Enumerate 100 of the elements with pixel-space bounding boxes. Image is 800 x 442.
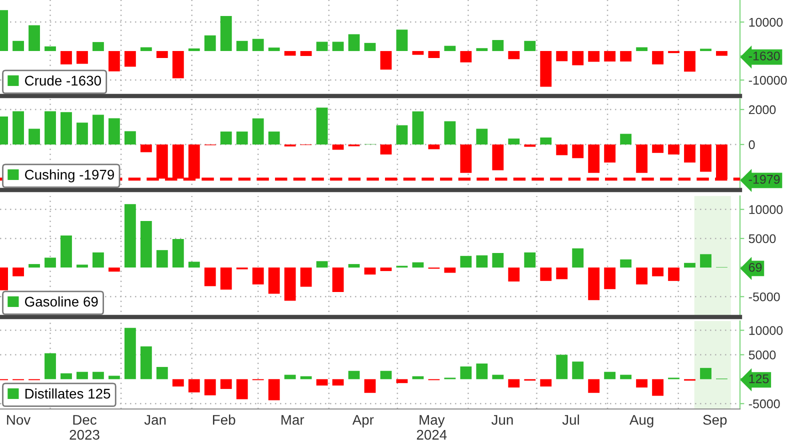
bar <box>636 144 648 173</box>
bar <box>28 264 40 268</box>
bar <box>316 261 328 268</box>
bar <box>284 51 296 56</box>
bar <box>620 51 632 62</box>
y-tick-label: -1630 <box>748 52 780 60</box>
bar <box>156 250 168 268</box>
bar <box>540 51 552 87</box>
bar <box>188 48 200 52</box>
bar <box>220 16 232 52</box>
bar <box>12 111 24 144</box>
bar <box>684 51 696 72</box>
bar <box>476 364 488 380</box>
bar <box>428 51 440 58</box>
x-tick-label: Dec 2023 <box>70 415 100 440</box>
bar <box>44 46 56 52</box>
bar <box>636 47 648 52</box>
bar <box>316 42 328 52</box>
legend-label: Gasoline 69 <box>25 296 98 307</box>
bar <box>652 379 664 396</box>
x-tick-label: Mar <box>282 415 304 425</box>
bar <box>412 111 424 144</box>
y-tick-label: 5000 <box>748 234 776 244</box>
bar <box>268 379 280 400</box>
y-tick-label: 10000 <box>749 205 783 214</box>
bar <box>540 268 552 281</box>
bar <box>396 379 408 384</box>
bar <box>652 51 664 64</box>
bar <box>556 51 568 62</box>
series-label: Distillates 125 <box>25 388 110 399</box>
bar <box>236 40 248 52</box>
bar <box>156 366 168 380</box>
bar <box>108 268 120 272</box>
bar <box>252 118 264 144</box>
bar <box>124 131 136 144</box>
bar <box>636 379 648 388</box>
bar <box>92 42 104 52</box>
bar <box>76 372 88 380</box>
x-tick-label: Jun <box>491 415 513 425</box>
y-tick-label: -10000 <box>748 76 787 85</box>
bar <box>124 51 136 67</box>
bar <box>588 268 600 300</box>
bar <box>172 51 184 78</box>
bar <box>348 34 360 52</box>
y-tick-label: -5000 <box>748 292 780 302</box>
bar <box>108 118 120 144</box>
y-tick-label: 2000 <box>748 105 776 114</box>
bar <box>172 379 184 387</box>
bar <box>220 132 232 144</box>
x-tick-label: Feb <box>213 414 236 425</box>
bar <box>268 132 280 144</box>
bar <box>60 112 72 144</box>
bar <box>348 370 360 380</box>
bar <box>236 379 248 400</box>
bar <box>524 40 536 52</box>
x-tick-label: Sep <box>703 414 727 428</box>
bar <box>588 51 600 62</box>
bar <box>76 264 88 268</box>
y-tick-label: -5000 <box>748 399 780 408</box>
bar <box>428 144 440 150</box>
bar <box>540 138 552 144</box>
bar <box>28 128 40 144</box>
bar <box>620 259 632 268</box>
bar <box>412 51 424 55</box>
bar <box>444 121 456 144</box>
bar <box>204 268 216 286</box>
x-tick-label: Jul <box>562 414 579 425</box>
bar <box>652 144 664 153</box>
bar <box>268 268 280 294</box>
bar <box>364 268 376 275</box>
bar <box>604 372 616 380</box>
y-tick-label: 5000 <box>748 350 776 360</box>
bar <box>652 268 664 276</box>
bar <box>76 122 88 144</box>
bar <box>300 376 312 380</box>
x-tick-label: Apr <box>352 415 374 428</box>
bar <box>540 379 552 387</box>
bar <box>380 370 392 380</box>
bar <box>572 144 584 158</box>
bar <box>44 111 56 144</box>
bar <box>380 51 392 70</box>
bar <box>476 48 488 52</box>
y-tick-label: 69 <box>748 262 762 272</box>
bar <box>700 144 712 172</box>
bar <box>492 144 504 170</box>
bar <box>188 379 200 392</box>
bar <box>204 379 216 396</box>
bar <box>668 144 680 154</box>
bar <box>604 144 616 163</box>
bar <box>188 262 200 268</box>
bar <box>460 144 472 173</box>
bar <box>124 328 136 380</box>
y-tick-label: 0 <box>748 140 755 150</box>
bar <box>140 144 152 152</box>
bar <box>108 51 120 72</box>
bar <box>300 51 312 56</box>
bar <box>444 46 456 52</box>
bar <box>140 221 152 268</box>
bar <box>44 258 56 268</box>
bar <box>460 256 472 268</box>
